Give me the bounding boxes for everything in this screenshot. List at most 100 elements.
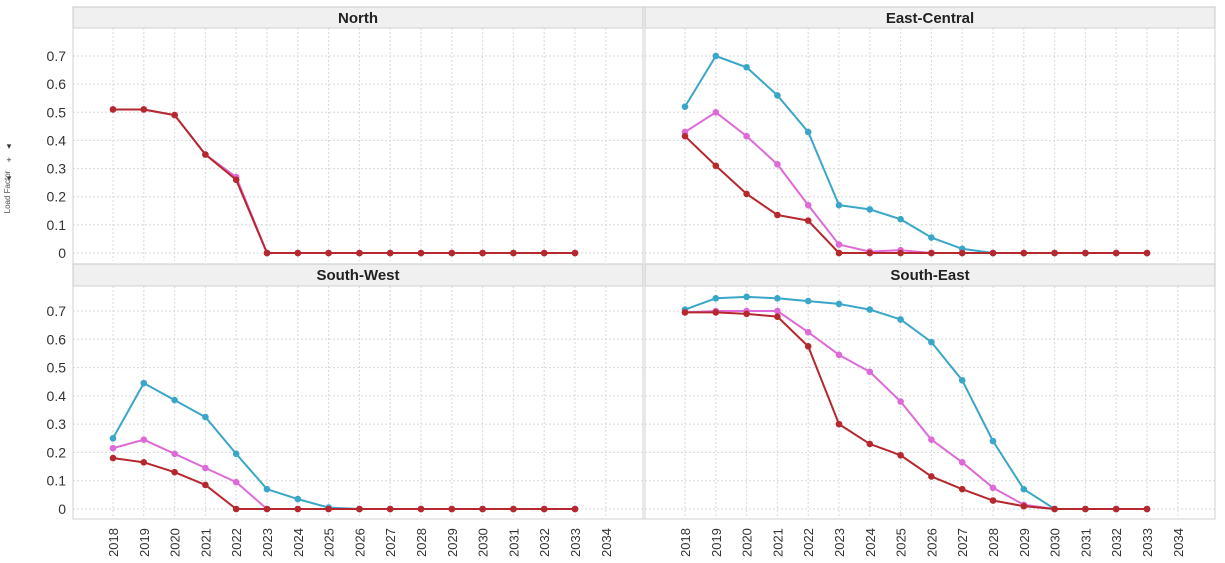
x-tick-label: 2025: [322, 528, 337, 557]
y-tick-label: 0.7: [47, 48, 67, 64]
x-tick-label: 2021: [198, 528, 213, 557]
series-line: [684, 295, 1147, 510]
data-point: [774, 92, 781, 99]
data-point: [171, 468, 178, 476]
data-point: [804, 328, 812, 336]
data-point: [1020, 485, 1028, 493]
data-point: [897, 215, 904, 223]
data-point: [712, 162, 720, 170]
data-point: [325, 249, 332, 257]
x-tick-label: 2031: [506, 528, 521, 557]
data-point: [804, 201, 812, 209]
data-point: [263, 485, 271, 493]
x-tick-label: 2034: [1171, 528, 1186, 557]
chevron-down-icon[interactable]: ▾: [6, 141, 12, 151]
data-point: [202, 481, 209, 489]
x-tick-label: 2022: [229, 528, 244, 557]
plot-border: [72, 27, 644, 265]
y-tick-label: 0.5: [47, 104, 67, 120]
data-point: [386, 505, 394, 513]
panel-south-west: South-West 0 0.1 0.2 0.3 0.4 0.5 0.6 0.7 2018 2019…: [47, 263, 644, 557]
y-tick-label: 0.3: [47, 161, 67, 177]
x-tick-label: 2018: [678, 528, 693, 557]
data-point: [774, 294, 781, 302]
x-tick-label: 2019: [137, 528, 152, 557]
data-point: [835, 300, 843, 308]
x-tick-label: 2024: [863, 528, 878, 557]
data-point: [263, 249, 271, 257]
data-point: [571, 505, 579, 513]
data-point: [140, 459, 148, 466]
data-point: [804, 217, 812, 224]
data-point: [1020, 502, 1028, 510]
data-point: [263, 505, 271, 513]
data-point: [1143, 249, 1151, 257]
data-point: [171, 111, 178, 119]
data-point: [109, 106, 117, 113]
data-point: [681, 132, 689, 140]
data-point: [294, 249, 302, 257]
data-point: [540, 249, 548, 257]
data-point: [171, 396, 178, 404]
data-point: [294, 505, 302, 513]
series-line: [112, 382, 575, 510]
y-tick-label: 0.1: [47, 473, 67, 489]
data-point: [958, 485, 966, 493]
data-point: [804, 343, 812, 350]
data-point: [417, 505, 425, 513]
data-point: [232, 505, 240, 513]
y-tick-label: 0.6: [47, 76, 67, 92]
x-tick-label: 2026: [924, 528, 939, 557]
data-point: [202, 464, 209, 472]
series-line: [113, 108, 575, 254]
data-point: [712, 52, 720, 60]
series-line: [112, 457, 575, 510]
data-point: [479, 249, 486, 257]
data-point: [835, 249, 843, 257]
chevron-down-icon[interactable]: ▾: [6, 173, 12, 183]
data-point: [294, 495, 302, 503]
data-point: [989, 437, 997, 445]
data-point: [140, 436, 148, 444]
data-point: [928, 436, 935, 444]
data-point: [835, 420, 843, 428]
data-point: [989, 249, 997, 257]
x-tick-label: 2033: [1140, 528, 1155, 557]
plus-icon[interactable]: +: [6, 155, 12, 165]
data-point: [140, 379, 148, 387]
data-point: [571, 249, 579, 257]
x-tick-label: 2024: [291, 528, 306, 557]
data-point: [897, 316, 904, 323]
data-point: [774, 211, 781, 219]
data-point: [958, 377, 966, 384]
data-point: [171, 450, 178, 458]
y-tick-label: 0.2: [47, 444, 67, 460]
panel-title: East-Central: [886, 10, 974, 27]
data-point: [1051, 249, 1058, 257]
y-tick-label: 0.4: [47, 388, 67, 404]
data-point: [989, 497, 997, 504]
y-tick-label: 0.4: [47, 132, 67, 148]
chart-frame: [72, 6, 1216, 520]
x-tick-label: 2027: [955, 528, 970, 557]
data-point: [743, 63, 750, 71]
data-point: [1051, 505, 1058, 513]
y-tick-label: 0.1: [47, 217, 67, 233]
data-point: [897, 451, 904, 459]
x-tick-label: 2026: [352, 528, 367, 557]
y-tick-label: 0.2: [47, 189, 67, 205]
data-point: [1082, 249, 1089, 257]
data-point: [1112, 249, 1120, 257]
data-point: [681, 103, 689, 110]
data-point: [804, 297, 812, 305]
x-tick-label: 2023: [260, 528, 275, 557]
data-point: [712, 309, 720, 316]
x-tick-label: 2032: [537, 528, 552, 557]
x-tick-label: 2025: [894, 528, 909, 557]
x-tick-label: 2019: [709, 528, 724, 557]
series-line: [685, 311, 1147, 510]
data-point: [774, 161, 781, 168]
series-line: [684, 135, 1147, 254]
x-tick-label: 2028: [986, 528, 1001, 557]
